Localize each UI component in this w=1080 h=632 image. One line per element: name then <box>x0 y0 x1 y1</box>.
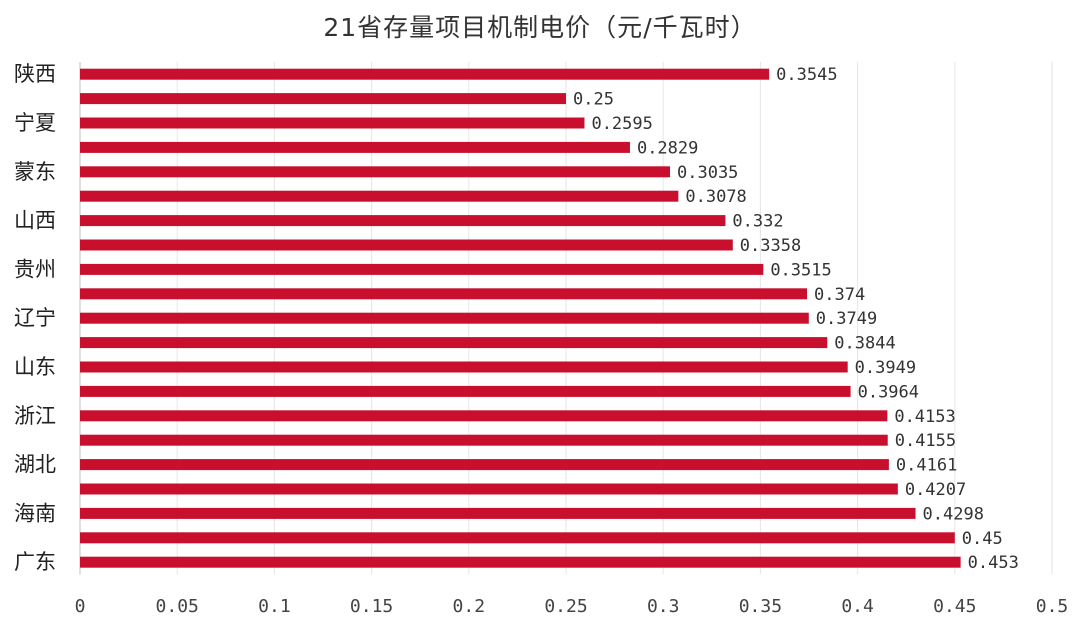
data-label: 0.4155 <box>895 431 956 451</box>
x-tick-label: 0.3 <box>647 596 680 617</box>
x-tick-label: 0.5 <box>1036 596 1069 617</box>
data-label: 0.3035 <box>677 163 738 183</box>
category-label: 宁夏 <box>14 111 56 135</box>
bar <box>80 532 955 544</box>
x-tick-label: 0.4 <box>841 596 874 617</box>
data-label: 0.3078 <box>685 187 746 207</box>
bar <box>80 361 848 373</box>
bar <box>80 263 764 275</box>
bar <box>80 410 888 422</box>
bar <box>80 312 809 324</box>
bar <box>80 93 566 105</box>
data-label: 0.4153 <box>894 407 955 427</box>
bar <box>80 337 828 349</box>
bar <box>80 288 808 300</box>
data-label: 0.3515 <box>770 260 831 280</box>
data-label: 0.25 <box>573 90 614 110</box>
data-label: 0.2595 <box>591 114 652 134</box>
category-label: 海南 <box>14 501 56 525</box>
category-label: 山东 <box>14 355 56 379</box>
data-label: 0.3949 <box>855 358 916 378</box>
category-label: 广东 <box>14 550 56 574</box>
bar <box>80 215 726 227</box>
data-label: 0.453 <box>968 553 1019 573</box>
data-label: 0.3545 <box>776 65 837 85</box>
category-label: 蒙东 <box>14 160 56 184</box>
bar <box>80 556 961 568</box>
data-label: 0.3844 <box>834 334 895 354</box>
category-label: 浙江 <box>14 404 56 428</box>
data-label: 0.374 <box>814 285 865 305</box>
data-label: 0.332 <box>732 212 783 232</box>
x-tick-label: 0.05 <box>156 596 199 617</box>
x-tick-label: 0.2 <box>453 596 486 617</box>
bar <box>80 385 851 397</box>
bar <box>80 117 585 129</box>
category-label: 辽宁 <box>14 306 56 330</box>
data-label: 0.45 <box>962 529 1003 549</box>
data-label: 0.4161 <box>896 456 957 476</box>
bar <box>80 190 679 202</box>
data-label: 0.3749 <box>816 309 877 329</box>
category-label: 山西 <box>14 209 56 233</box>
bar <box>80 166 671 178</box>
data-label: 0.4298 <box>923 504 984 524</box>
x-tick-label: 0.35 <box>739 596 782 617</box>
bar <box>80 459 889 471</box>
bar <box>80 141 630 153</box>
x-tick-label: 0 <box>75 596 86 617</box>
category-label: 陕西 <box>14 62 56 86</box>
bar <box>80 483 898 495</box>
bar <box>80 434 888 446</box>
bar <box>80 239 733 251</box>
data-label: 0.4207 <box>905 480 966 500</box>
data-label: 0.3358 <box>740 236 801 256</box>
x-tick-label: 0.45 <box>933 596 976 617</box>
x-tick-label: 0.15 <box>350 596 393 617</box>
data-label: 0.3964 <box>858 382 919 402</box>
x-tick-label: 0.25 <box>544 596 587 617</box>
x-tick-label: 0.1 <box>258 596 291 617</box>
chart-title: 21省存量项目机制电价（元/千瓦时） <box>323 13 757 42</box>
bar <box>80 68 770 80</box>
category-label: 贵州 <box>14 257 56 281</box>
category-label: 湖北 <box>14 453 56 477</box>
data-label: 0.2829 <box>637 138 698 158</box>
bar <box>80 507 916 519</box>
